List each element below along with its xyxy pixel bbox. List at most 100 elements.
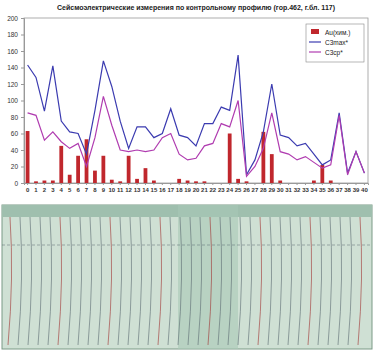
map-photo	[2, 205, 372, 349]
x-tick-mark	[103, 183, 104, 185]
x-tick-mark	[339, 183, 340, 185]
y-tick: 120	[7, 81, 24, 88]
photo-line	[158, 217, 162, 345]
bar	[346, 183, 350, 184]
bar	[211, 183, 215, 184]
x-tick-label: 9	[102, 187, 106, 193]
photo-line	[38, 217, 42, 345]
bar	[68, 175, 72, 183]
x-tick: 5	[68, 183, 72, 193]
y-tick-mark	[21, 117, 24, 118]
x-tick-mark	[305, 183, 306, 185]
x-axis: 0123456789101112131415161718192021222324…	[25, 183, 369, 193]
photo-line	[228, 217, 232, 345]
bar	[312, 181, 316, 183]
photo-line	[138, 217, 142, 345]
x-tick-mark	[347, 183, 348, 185]
photo-line	[218, 217, 222, 345]
bar	[270, 154, 274, 183]
title: Сейсмоэлектрические измерения по контрол…	[57, 4, 335, 12]
bar	[329, 181, 333, 183]
x-tick-label: 13	[134, 187, 141, 193]
bar	[43, 181, 47, 183]
bar	[169, 183, 173, 184]
x-tick: 20	[193, 183, 200, 193]
y-tick: 100	[7, 97, 24, 104]
bar	[76, 156, 80, 183]
x-tick-mark	[356, 183, 357, 185]
x-tick-label: 2	[43, 187, 47, 193]
x-tick-mark	[330, 183, 331, 185]
y-axis: 020406080100120140160180200	[7, 15, 24, 187]
y-tick-label: 20	[11, 163, 19, 170]
y-tick-label: 120	[7, 81, 18, 88]
photo-line	[28, 217, 32, 345]
bar	[278, 181, 282, 183]
photo-line	[8, 217, 12, 345]
photo-line	[268, 217, 272, 345]
photo-line	[88, 217, 92, 345]
legend-label: Au(хим.)	[325, 29, 350, 37]
y-tick: 80	[11, 114, 24, 121]
x-tick-label: 7	[85, 187, 89, 193]
photo-line	[298, 217, 302, 345]
y-tick-mark	[21, 134, 24, 135]
x-tick: 4	[60, 183, 64, 193]
x-tick-mark	[238, 183, 239, 185]
y-tick-label: 0	[14, 180, 18, 187]
x-tick: 36	[327, 183, 334, 193]
bar	[110, 180, 114, 183]
x-tick-mark	[196, 183, 197, 185]
x-tick-label: 39	[353, 187, 360, 193]
x-tick: 2	[43, 183, 47, 193]
x-tick-mark	[145, 183, 146, 185]
bar	[354, 183, 358, 184]
y-tick-mark	[21, 150, 24, 151]
y-tick-mark	[21, 167, 24, 168]
photo-line	[128, 217, 132, 345]
x-tick-mark	[246, 183, 247, 185]
plot-frame	[24, 18, 368, 183]
x-tick-label: 22	[209, 187, 216, 193]
y-tick-label: 80	[11, 114, 19, 121]
x-tick-mark	[36, 183, 37, 185]
x-tick-label: 24	[226, 187, 233, 193]
legend-label: C3ср*	[325, 49, 343, 57]
x-tick-mark	[44, 183, 45, 185]
bar	[219, 183, 223, 184]
bar	[135, 179, 139, 183]
x-tick: 31	[285, 183, 292, 193]
x-tick: 3	[51, 183, 55, 193]
photo-line	[178, 217, 182, 345]
bar	[304, 183, 308, 184]
chart: Сейсмоэлектрические измерения по контрол…	[0, 0, 374, 351]
y-tick-mark	[21, 68, 24, 69]
x-tick: 10	[108, 183, 115, 193]
x-tick-mark	[94, 183, 95, 185]
y-tick: 60	[11, 130, 24, 137]
photo-line	[208, 217, 212, 345]
bar	[194, 181, 198, 183]
x-tick-mark	[69, 183, 70, 185]
x-tick-mark	[254, 183, 255, 185]
x-tick-label: 0	[26, 187, 30, 193]
bar	[253, 183, 257, 184]
x-tick-mark	[27, 183, 28, 185]
photo-line	[188, 217, 192, 345]
x-tick: 21	[201, 183, 208, 193]
bar	[127, 156, 131, 183]
x-tick: 6	[76, 183, 80, 193]
x-tick-mark	[187, 183, 188, 185]
x-tick-label: 36	[327, 187, 334, 193]
x-tick-mark	[128, 183, 129, 185]
bar	[118, 181, 122, 183]
photo-line	[98, 217, 102, 345]
x-tick-mark	[52, 183, 53, 185]
x-tick: 27	[252, 183, 259, 193]
x-tick-label: 16	[159, 187, 166, 193]
x-tick: 34	[311, 183, 318, 193]
x-tick: 11	[117, 183, 124, 193]
bar	[228, 134, 232, 184]
x-tick-mark	[111, 183, 112, 185]
x-tick: 40	[361, 183, 368, 193]
